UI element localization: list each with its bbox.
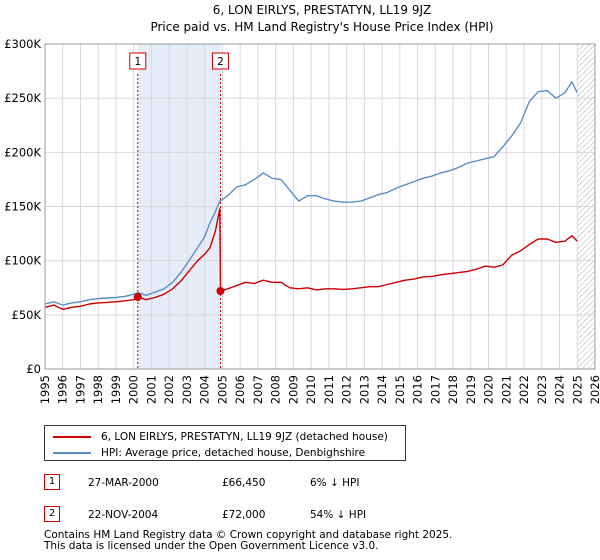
x-tick-label: 2016 [411, 375, 425, 404]
legend-property-line [53, 436, 91, 438]
x-tick-label: 2026 [588, 375, 600, 404]
sale-point-1 [133, 293, 142, 302]
series-hpi-line [44, 81, 578, 306]
transaction-price: £66,450 [222, 477, 266, 489]
x-tick-label: 2014 [375, 375, 389, 404]
x-tick-label: 2007 [251, 375, 265, 404]
y-tick-label: £200K [4, 145, 41, 159]
x-tick-label: 2008 [269, 375, 283, 404]
sale-point-2 [216, 287, 225, 295]
legend-property-label: 6, LON EIRLYS, PRESTATYN, LL19 9JZ (deta… [101, 431, 388, 443]
x-tick-label: 2000 [127, 375, 141, 404]
footer-line-licence: This data is licensed under the Open Gov… [44, 540, 379, 552]
x-tick-label: 1996 [56, 375, 70, 404]
transaction-date: 22-NOV-2004 [88, 509, 159, 521]
x-tick-label: 2003 [180, 375, 194, 404]
x-tick-label: 2019 [464, 375, 478, 404]
transaction-badge: 2 [44, 506, 60, 522]
transaction-date: 27-MAR-2000 [88, 477, 159, 489]
marker-box-1 [129, 52, 147, 70]
price-chart: 6, LON EIRLYS, PRESTATYN, LL19 9JZ Price… [4, 3, 600, 404]
x-tick-label: 2023 [535, 375, 549, 404]
plot-frame [44, 43, 596, 370]
x-tick-label: 2018 [446, 375, 460, 404]
x-tick-label: 2022 [517, 375, 531, 404]
chart-subtitle: Price paid vs. HM Land Registry's House … [150, 20, 493, 34]
transaction-price: £72,000 [222, 509, 266, 521]
x-tick-label: 2006 [233, 375, 247, 404]
x-tick-label: 1998 [91, 375, 105, 404]
x-tick-label: 2020 [482, 375, 496, 404]
y-tick-label: £300K [4, 37, 41, 51]
x-tick-label: 2025 [570, 375, 584, 404]
x-tick-label: 1995 [38, 375, 52, 404]
marker-box-2 [211, 52, 229, 70]
transaction-hpi-diff: 54% ↓ HPI [310, 509, 367, 521]
transaction-badge: 1 [44, 474, 60, 490]
x-tick-label: 2021 [499, 375, 513, 404]
x-tick-label: 2012 [340, 375, 354, 404]
x-tick-label: 1999 [109, 375, 123, 404]
x-tick-label: 2015 [393, 375, 407, 404]
x-tick-label: 2005 [215, 375, 229, 404]
x-tick-label: 2001 [144, 375, 158, 404]
chart-title: 6, LON EIRLYS, PRESTATYN, LL19 9JZ [213, 3, 431, 17]
y-tick-label: £0 [26, 362, 41, 376]
marker-label-2: 2 [217, 56, 224, 68]
x-tick-label: 2009 [286, 375, 300, 404]
x-tick-label: 1997 [73, 375, 87, 404]
transaction-hpi-diff: 6% ↓ HPI [310, 477, 360, 489]
x-tick-label: 2017 [428, 375, 442, 404]
x-tick-label: 2004 [198, 375, 212, 404]
footer-line-copyright: Contains HM Land Registry data © Crown c… [44, 529, 453, 541]
y-tick-label: £50K [12, 308, 42, 322]
x-tick-label: 2024 [553, 375, 567, 404]
x-tick-label: 2013 [357, 375, 371, 404]
y-tick-label: £100K [4, 254, 41, 268]
legend-hpi-label: HPI: Average price, detached house, Denb… [101, 447, 366, 459]
legend-hpi-line [53, 452, 91, 454]
chart-legend: 6, LON EIRLYS, PRESTATYN, LL19 9JZ (deta… [44, 425, 406, 461]
x-tick-label: 2011 [322, 375, 336, 404]
footer-attribution: Contains HM Land Registry data © Crown c… [44, 530, 452, 552]
y-tick-label: £250K [4, 91, 41, 105]
x-tick-label: 2010 [304, 375, 318, 404]
marker-label-1: 1 [134, 56, 141, 68]
y-tick-label: £150K [4, 200, 41, 214]
x-tick-label: 2002 [162, 375, 176, 404]
